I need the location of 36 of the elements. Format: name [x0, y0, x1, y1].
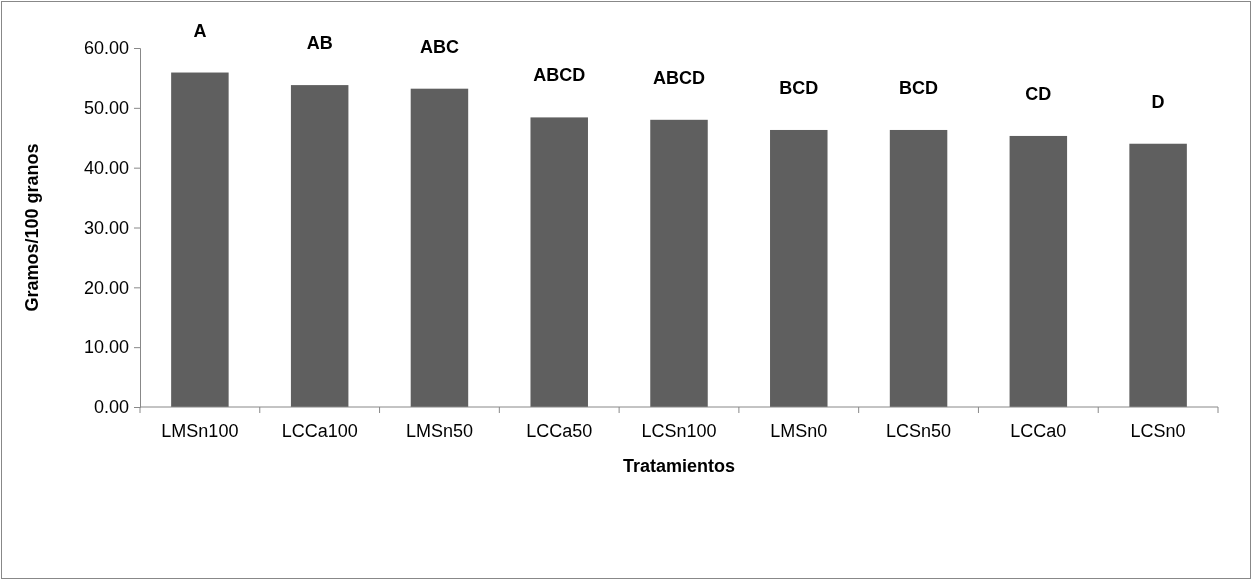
annotation: BCD: [899, 77, 939, 98]
y-tick-label: 60.00: [83, 38, 129, 59]
x-axis-title: Tratamientos: [622, 456, 736, 476]
x-tick-label: LCSn50: [886, 421, 952, 441]
bar: [1009, 135, 1068, 407]
y-tick-label: 10.00: [83, 337, 129, 358]
bar: [1129, 143, 1187, 407]
annotation: ABC: [419, 36, 459, 57]
annotation: CD: [1025, 83, 1052, 104]
y-tick-label: 30.00: [83, 217, 129, 238]
annotation: AB: [306, 33, 333, 54]
annotation: BCD: [779, 77, 819, 98]
bar: [290, 85, 349, 407]
y-tick-label: 20.00: [83, 277, 129, 298]
bar: [770, 129, 828, 407]
bar: [530, 117, 588, 407]
x-tick-label: LCSn100: [641, 421, 717, 441]
x-tick-label: LMSn0: [770, 421, 828, 441]
y-tick-label: 0.00: [93, 397, 129, 418]
annotation: ABCD: [533, 65, 586, 86]
y-axis-title: Gramos/100 granos: [22, 143, 42, 312]
annotation: D: [1151, 91, 1165, 112]
bar: [171, 72, 229, 407]
text: A: [193, 20, 207, 41]
bar: [889, 129, 948, 407]
bar: [650, 119, 708, 407]
x-tick-label: LCSn0: [1130, 421, 1186, 441]
y-tick-label: 40.00: [83, 157, 129, 178]
x-tick-label: LMSn100: [161, 421, 239, 441]
x-tick-label: LCCa50: [526, 421, 593, 441]
bar: [410, 88, 469, 407]
y-tick-label: 50.00: [83, 98, 129, 119]
x-tick-label: LCCa0: [1010, 421, 1067, 441]
x-tick-label: LCCa100: [281, 421, 358, 441]
annotation: ABCD: [653, 67, 705, 88]
x-tick-label: LMSn50: [405, 421, 473, 441]
